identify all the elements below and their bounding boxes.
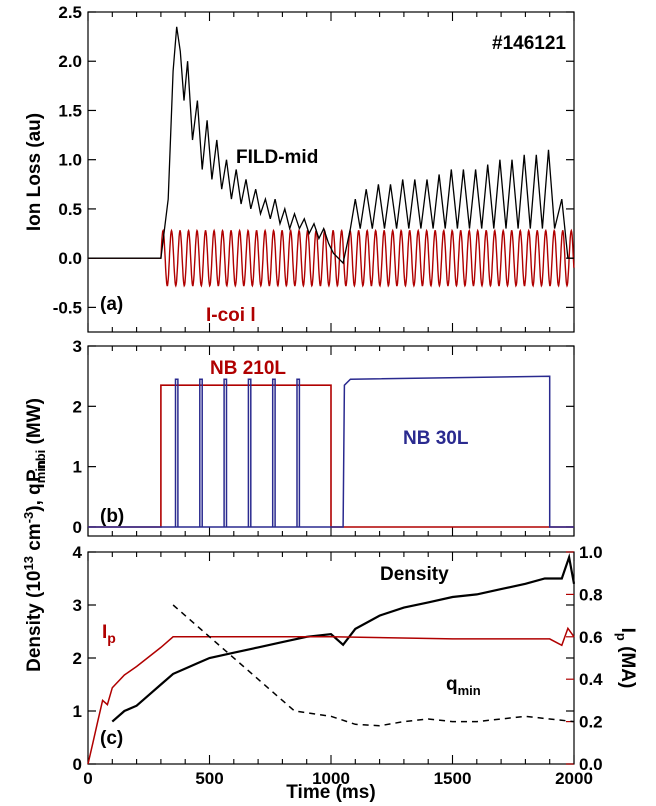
y-tick-label-right: 0.2 [579, 713, 603, 732]
ip-axis-symbol: I [617, 628, 638, 633]
panel-c-series [87, 552, 576, 765]
y-tick-label: -0.5 [53, 298, 82, 317]
fild-mid-label: FILD-mid [236, 147, 318, 168]
panel-b-series [88, 375, 574, 528]
panel-b-x-ticks [87, 346, 575, 536]
y-tick-label-right: 0.8 [579, 585, 603, 604]
nb30l-pulse [199, 378, 203, 527]
nb30l-pulse [223, 378, 228, 527]
nb30l-pulse [174, 378, 179, 527]
y-tick-label: 2 [73, 649, 82, 668]
y-tick-label: 0.5 [58, 200, 82, 219]
y-tick-label: 3 [73, 596, 82, 615]
y-tick-label: 1 [73, 702, 82, 721]
y-tick-label-right: 1.0 [579, 543, 603, 562]
qmin-series-symbol: q [446, 674, 458, 695]
icoil-line [88, 228, 575, 288]
panel-c: 0 1 2 3 4 0.0 0.2 0.4 0.6 0.8 1.0 0 500 1000 1500 200… [21, 460, 638, 803]
nb30l-line [88, 375, 574, 528]
fild-mid-line [88, 26, 574, 265]
y-tick-label: 0 [73, 755, 82, 774]
y-tick-label: 0.0 [58, 249, 82, 268]
density-series-label: Density [380, 564, 449, 585]
nb30l-pulse [247, 378, 252, 527]
panel-c-label: (c) [100, 728, 123, 749]
x-tick-label: 1000 [312, 769, 350, 788]
series-line-q-min [172, 604, 575, 727]
panel-a-x-ticks [87, 12, 575, 332]
ip-axis-sub: p [614, 633, 629, 641]
y-tick-label: 2.0 [58, 52, 82, 71]
panel-a-series [88, 26, 575, 288]
pnbi-unit: (MW) [24, 398, 45, 450]
ip-series-symbol: I [102, 622, 107, 643]
x-tick-label: 0 [83, 769, 92, 788]
y-tick-label: 0 [73, 518, 82, 537]
y-tick-label: 1.0 [58, 151, 82, 170]
y-tick-label-right: 0.4 [579, 670, 603, 689]
y-tick-label: 2.5 [58, 3, 82, 22]
x-tick-label: 1500 [434, 769, 472, 788]
density-unit: cm [24, 523, 45, 556]
y-tick-label: 2 [73, 397, 82, 416]
series-line-density [111, 552, 576, 723]
x-tick-label: 500 [195, 769, 223, 788]
density-label-text: Density (10 [24, 571, 45, 672]
y-tick-label: 1 [73, 458, 82, 477]
panel-b-label: (b) [100, 506, 124, 527]
qmin-series-label: qmin [446, 674, 481, 698]
panel-c-y-axis-title-left: Density (1013 cm-3), qmin [21, 460, 48, 672]
panel-a: -0.5 0.0 0.5 1.0 1.5 2.0 2.5 Ion Loss (au) #14… [24, 3, 575, 333]
nb30l-label: NB 30L [403, 428, 469, 449]
panel-c-y-ticks-right: 0.0 0.2 0.4 0.6 0.8 1.0 [566, 543, 603, 774]
density-exp: 13 [21, 556, 36, 570]
panel-b: 0 1 2 3 Pnbi (MW) NB 210L NB 30L (b) [24, 337, 575, 537]
nb30l-pulse [271, 378, 276, 527]
pnbi-symbol: P [24, 469, 45, 482]
pnbi-subscript: nbi [33, 450, 48, 470]
nb30l-pulse [296, 378, 301, 527]
y-tick-label: 4 [73, 543, 83, 562]
ip-series-label: Ip [102, 622, 116, 646]
y-tick-label-right: 0.0 [579, 755, 603, 774]
y-tick-label-right: 0.6 [579, 628, 603, 647]
nb210l-label: NB 210L [210, 358, 286, 379]
x-axis-title: Time (ms) [286, 782, 375, 803]
x-tick-label: 2000 [555, 769, 593, 788]
panel-c-y-ticks-left: 0 1 2 3 4 [73, 543, 574, 774]
icoil-label: I-coi l [206, 305, 256, 326]
qmin-axis-sub: min [33, 460, 48, 483]
panel-c-frame [87, 551, 575, 765]
y-tick-label: 1.5 [58, 101, 82, 120]
shot-number-label: #146121 [492, 33, 566, 54]
density-unit-exp: -3 [21, 512, 36, 524]
panel-a-y-axis-title: Ion Loss (au) [24, 113, 45, 231]
panel-c-y-axis-title-right: Ip (MA) [614, 628, 638, 689]
y-tick-label: 3 [73, 337, 82, 356]
panel-a-y-ticks: -0.5 0.0 0.5 1.0 1.5 2.0 2.5 [53, 3, 574, 317]
panel-b-y-ticks: 0 1 2 3 [73, 337, 574, 537]
panel-a-label: (a) [100, 294, 123, 315]
ip-axis-unit: (MA) [617, 641, 638, 688]
panel-b-y-axis-title: Pnbi (MW) [24, 398, 48, 482]
ip-series-sub: p [107, 630, 116, 646]
series-line-i-p [87, 626, 575, 765]
panel-c-x-ticks: 0 500 1000 1500 2000 [83, 552, 593, 788]
nb210l-line [88, 384, 574, 528]
qmin-series-sub: min [458, 683, 481, 698]
density-label-end: ), q [24, 483, 45, 512]
